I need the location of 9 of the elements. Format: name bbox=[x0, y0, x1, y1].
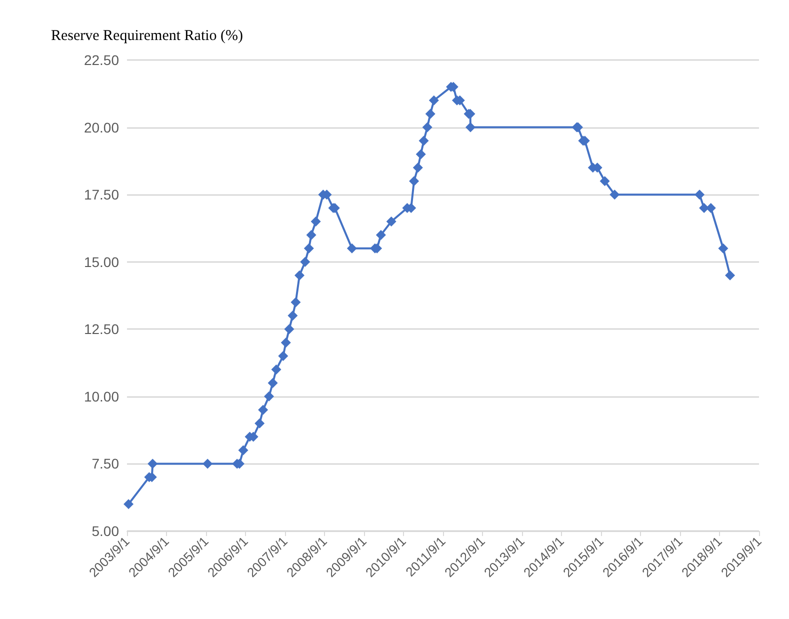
y-tick-label: 10.00 bbox=[84, 388, 120, 404]
y-tick-label: 15.00 bbox=[84, 254, 120, 270]
y-tick-label: 12.50 bbox=[84, 321, 120, 338]
y-tick-label: 5.00 bbox=[92, 523, 120, 539]
y-tick-label: 17.50 bbox=[84, 186, 120, 203]
y-axis-title: Reserve Requirement Ratio (%) bbox=[50, 28, 244, 44]
y-tick-label: 7.50 bbox=[92, 456, 120, 472]
y-tick-label: 20.00 bbox=[84, 119, 120, 136]
y-tick-label: 22.50 bbox=[84, 52, 120, 68]
